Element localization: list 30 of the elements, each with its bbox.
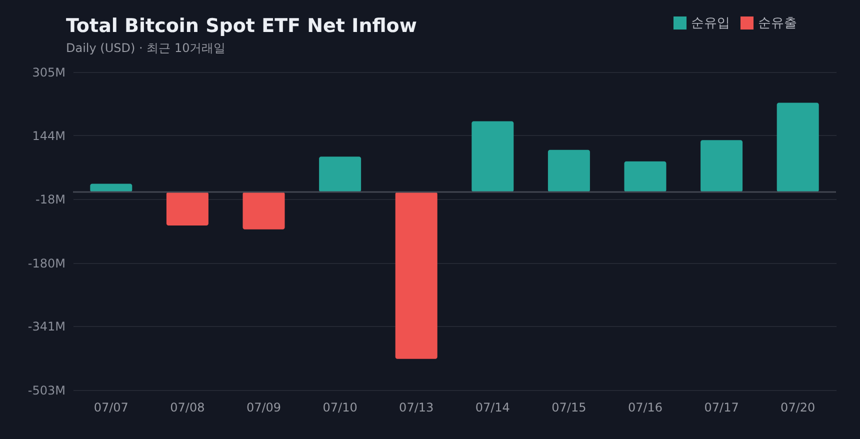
y-tick-label: 144M xyxy=(32,128,66,143)
x-tick-label: 07/17 xyxy=(704,400,739,414)
x-tick-label: 07/13 xyxy=(399,400,434,414)
bar xyxy=(700,140,743,192)
legend-label: 순유출 xyxy=(758,16,797,31)
bar xyxy=(242,192,285,230)
chart-title: Total Bitcoin Spot ETF Net Inflow xyxy=(66,15,417,37)
bar xyxy=(776,102,819,192)
y-tick-label: -503M xyxy=(28,384,66,398)
legend-label: 순유입 xyxy=(691,16,730,31)
bar xyxy=(319,156,362,192)
bar xyxy=(624,161,666,192)
bar xyxy=(166,192,208,226)
y-tick-label: -18M xyxy=(36,192,66,207)
x-tick-label: 07/09 xyxy=(246,400,282,414)
y-tick-label: -180M xyxy=(28,256,66,270)
x-tick-label: 07/20 xyxy=(780,400,816,414)
x-tick-label: 07/15 xyxy=(552,400,586,414)
y-tick-label: 305M xyxy=(32,66,66,80)
x-tick-label: 07/14 xyxy=(475,400,510,414)
y-tick-label: -341M xyxy=(28,320,66,334)
bar xyxy=(395,192,438,359)
bar xyxy=(472,121,514,192)
bar xyxy=(548,150,590,192)
x-tick-label: 07/16 xyxy=(628,400,663,414)
chart-subtitle: Daily (USD) · 최근 10거래일 xyxy=(66,41,226,55)
x-tick-label: 07/07 xyxy=(94,400,128,414)
bar xyxy=(90,184,132,192)
x-tick-label: 07/08 xyxy=(170,400,205,414)
x-tick-label: 07/10 xyxy=(322,400,358,414)
